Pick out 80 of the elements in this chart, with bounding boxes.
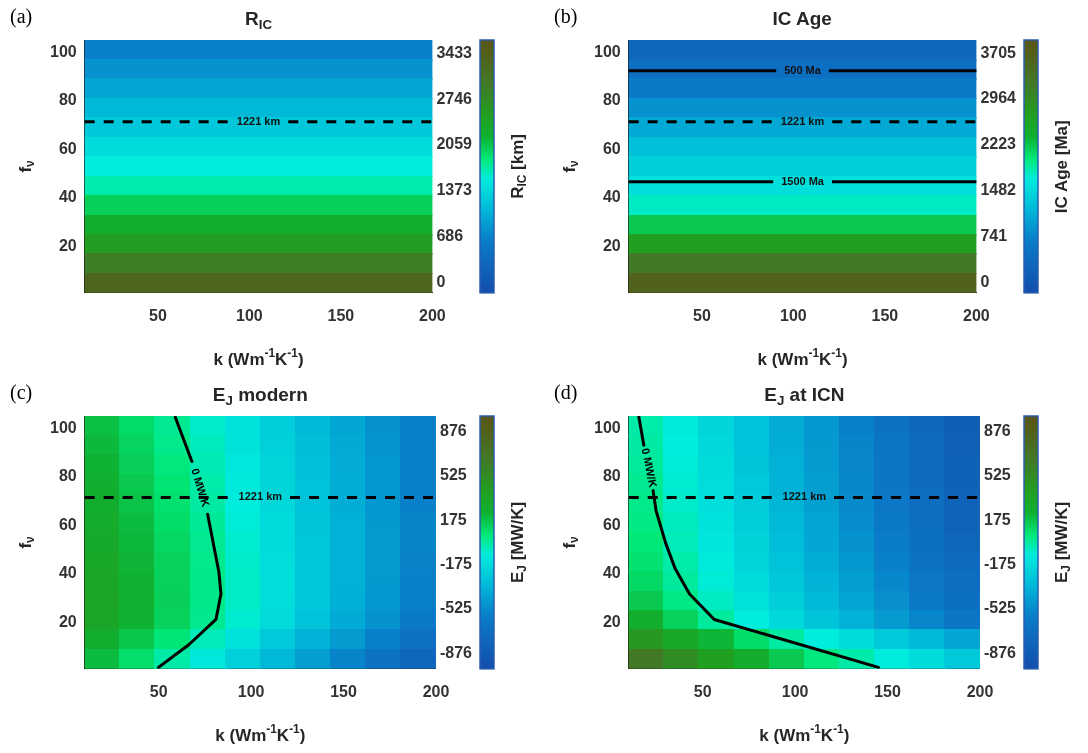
y-axis-title: fν xyxy=(15,159,38,173)
color-bar-title: EJ [MW/K] xyxy=(507,501,530,583)
x-tick-label: 200 xyxy=(963,306,990,324)
y-axis-title: fν xyxy=(559,535,582,549)
y-tick-label: 100 xyxy=(49,42,77,60)
y-tick-label: 20 xyxy=(58,613,77,631)
color-bar-title: IC Age [Ma] xyxy=(1051,120,1071,214)
x-tick-label: 150 xyxy=(871,306,899,324)
color-bar-label: -876 xyxy=(439,643,473,661)
color-bar-label: 2746 xyxy=(436,89,473,107)
x-tick-label: 100 xyxy=(237,682,265,700)
color-bar-label: 2223 xyxy=(980,135,1017,153)
y-tick-label: 20 xyxy=(58,237,77,255)
text: (b) xyxy=(554,5,578,29)
color-bar-label: -876 xyxy=(983,643,1017,661)
y-tick-label: 40 xyxy=(602,564,621,582)
chart-title: IC Age xyxy=(772,8,832,30)
color-bar-label: 525 xyxy=(439,466,467,484)
y-tick-label: 100 xyxy=(593,418,621,436)
color-bar-label: -525 xyxy=(983,599,1017,617)
x-tick-label: 200 xyxy=(419,306,446,324)
y-tick-label: 100 xyxy=(593,42,621,60)
color-bar-title: EJ [MW/K] xyxy=(1051,501,1074,583)
y-tick-label: 80 xyxy=(58,91,77,109)
y-tick-label: 60 xyxy=(602,515,621,533)
y-tick-label: 60 xyxy=(58,139,77,157)
color-bar-label: 175 xyxy=(983,510,1011,528)
y-tick-label: 40 xyxy=(58,188,77,206)
color-bar-label: 3705 xyxy=(980,43,1017,61)
x-tick-label: 100 xyxy=(780,306,807,324)
text: 0 MW/K xyxy=(639,447,660,489)
x-tick-label: 150 xyxy=(330,682,357,700)
color-bar-title: RIC [km] xyxy=(507,134,530,199)
ref-line-label: 500 Ma xyxy=(784,63,822,76)
y-tick-label: 40 xyxy=(602,188,621,206)
y-tick-label: 100 xyxy=(49,418,77,436)
x-tick-label: 50 xyxy=(693,306,711,324)
x-tick-label: 100 xyxy=(781,682,809,700)
ref-line-label: 1221 km xyxy=(238,490,283,503)
color-bar-label: 2059 xyxy=(436,135,473,153)
y-tick-label: 20 xyxy=(602,613,621,631)
y-tick-label: 80 xyxy=(58,467,77,485)
ref-line-label: 1221 km xyxy=(780,114,825,127)
ref-line-label: 1221 km xyxy=(236,114,281,127)
y-axis-title: fν xyxy=(559,159,582,173)
color-bar-label: 175 xyxy=(439,510,467,528)
text: (c) xyxy=(10,381,33,405)
color-bar-label: -525 xyxy=(439,599,473,617)
color-bar-label: 0 xyxy=(436,273,446,291)
x-tick-label: 50 xyxy=(149,306,167,324)
y-tick-label: 80 xyxy=(602,467,621,485)
y-tick-label: 60 xyxy=(58,515,77,533)
x-tick-label: 200 xyxy=(422,682,450,700)
color-bar-label: 1482 xyxy=(980,181,1017,199)
text: (a) xyxy=(10,5,33,29)
color-bar-label: -175 xyxy=(439,554,473,572)
color-bar-label: 2964 xyxy=(980,89,1017,107)
color-bar-label: 876 xyxy=(439,422,467,440)
color-bar-label: 0 xyxy=(980,272,990,290)
y-tick-label: 20 xyxy=(602,237,621,255)
color-bar-label: 1373 xyxy=(436,181,473,199)
x-tick-label: 150 xyxy=(327,306,355,324)
color-bar-label: -175 xyxy=(983,554,1017,572)
color-bar-label: 3433 xyxy=(436,43,473,61)
x-tick-label: 50 xyxy=(693,682,712,700)
color-bar-label: 876 xyxy=(983,422,1011,440)
x-tick-label: 200 xyxy=(966,682,994,700)
x-tick-label: 150 xyxy=(874,682,901,700)
ref-line-label: 1500 Ma xyxy=(781,174,825,187)
y-tick-label: 80 xyxy=(602,91,621,109)
ref-line-label: 1221 km xyxy=(782,490,827,503)
color-bar-label: 686 xyxy=(436,227,464,245)
color-bar-label: 525 xyxy=(983,466,1011,484)
text: (d) xyxy=(554,381,578,405)
y-tick-label: 40 xyxy=(58,564,77,582)
x-tick-label: 100 xyxy=(236,306,263,324)
y-tick-label: 60 xyxy=(602,139,621,157)
x-tick-label: 50 xyxy=(149,682,168,700)
color-bar-label: 741 xyxy=(980,226,1008,244)
y-axis-title: fν xyxy=(15,535,38,549)
